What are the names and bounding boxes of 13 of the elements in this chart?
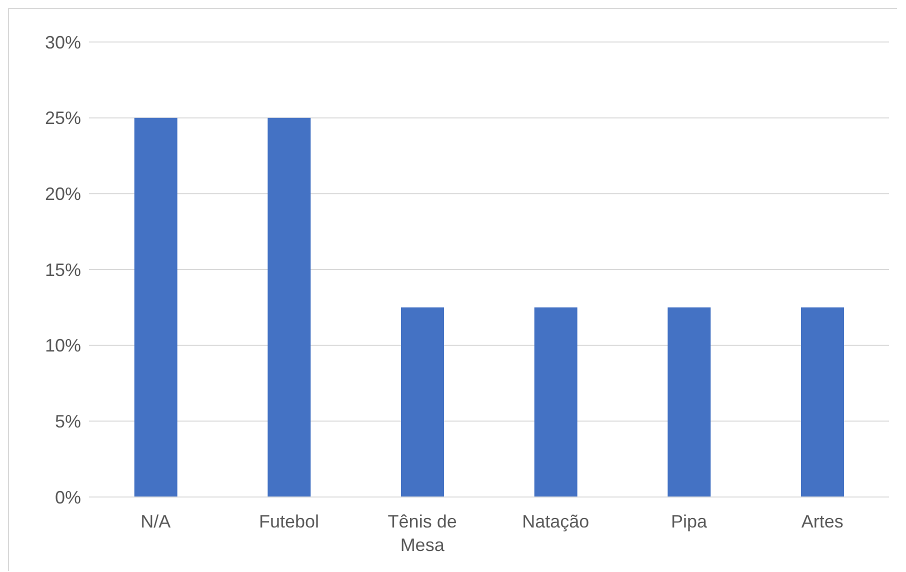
x-tick-label: Tênis de Mesa <box>388 511 457 555</box>
y-tick-label: 0% <box>54 487 81 508</box>
x-tick-label: Pipa <box>670 511 708 532</box>
x-tick-label: Futebol <box>258 511 320 532</box>
y-tick-label: 20% <box>44 184 81 204</box>
x-tick-label: Natação <box>522 511 590 532</box>
y-tick-label: 30% <box>44 32 81 52</box>
x-tick-label: N/A <box>140 511 171 532</box>
x-tick-label: Artes <box>801 511 844 532</box>
y-tick-label: 10% <box>44 336 81 356</box>
y-tick-label: 5% <box>54 412 81 432</box>
y-tick-label: 25% <box>44 108 81 128</box>
y-tick-label: 15% <box>44 260 81 280</box>
